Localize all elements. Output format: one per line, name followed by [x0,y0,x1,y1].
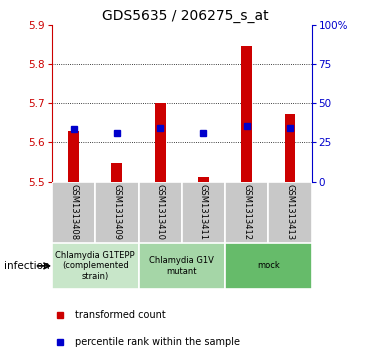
Text: mock: mock [257,261,280,270]
Text: Chlamydia G1V
mutant: Chlamydia G1V mutant [150,256,214,276]
Text: GSM1313412: GSM1313412 [242,184,251,240]
Text: GDS5635 / 206275_s_at: GDS5635 / 206275_s_at [102,9,269,23]
Bar [225,243,312,289]
Bar [225,182,268,243]
Text: Chlamydia G1TEPP
(complemented
strain): Chlamydia G1TEPP (complemented strain) [55,251,135,281]
Text: GSM1313408: GSM1313408 [69,184,78,240]
Bar [241,46,252,182]
Bar [268,182,312,243]
Bar [52,182,95,243]
Text: GSM1313411: GSM1313411 [199,184,208,240]
Text: infection: infection [4,261,49,271]
Text: GSM1313409: GSM1313409 [112,184,121,240]
Bar [182,182,225,243]
Bar [68,131,79,182]
Bar [155,103,165,182]
Bar [198,177,209,182]
Text: transformed count: transformed count [75,310,166,320]
Text: percentile rank within the sample: percentile rank within the sample [75,337,240,347]
Bar [285,114,295,182]
Bar [138,182,182,243]
Bar [138,243,225,289]
Text: GSM1313410: GSM1313410 [156,184,165,240]
Bar [52,243,138,289]
Bar [95,182,138,243]
Bar [111,163,122,182]
Text: GSM1313413: GSM1313413 [286,184,295,240]
